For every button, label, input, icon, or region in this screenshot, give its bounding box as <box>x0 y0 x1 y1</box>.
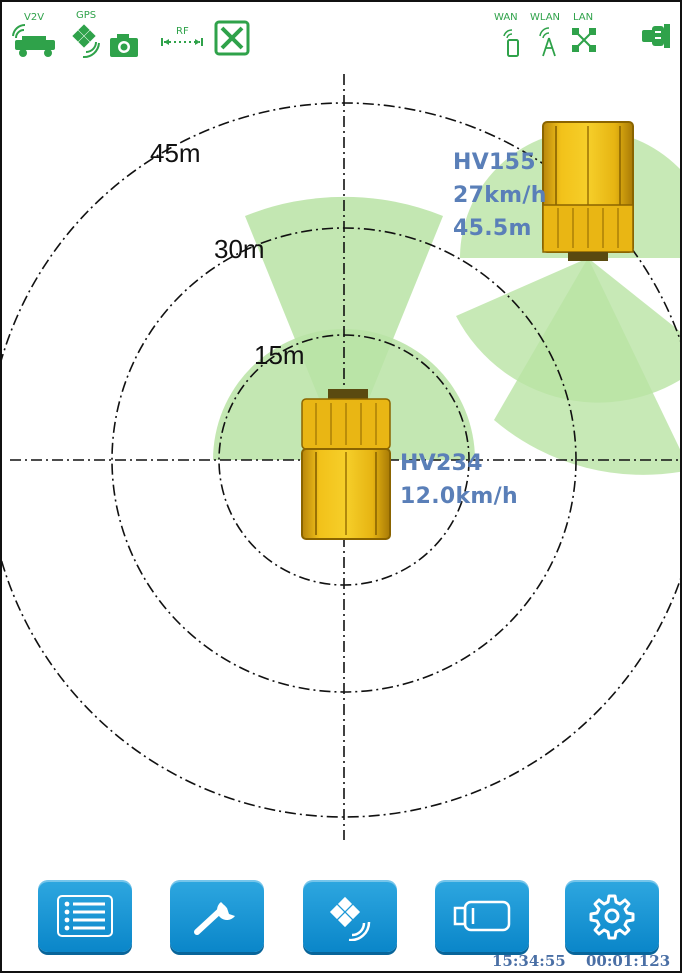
gps-label: GPS <box>76 10 97 21</box>
other-vehicle-speed: 27km/h <box>453 183 547 208</box>
rf-disabled-icon <box>214 20 250 56</box>
wrench-icon <box>194 902 235 935</box>
own-vehicle-info: HV234 12.0km/h <box>400 447 518 513</box>
connection-plug-icon <box>642 24 670 48</box>
own-vehicle-speed: 12.0km/h <box>400 484 518 509</box>
gps-satellite-icon <box>72 24 138 59</box>
other-vehicle-distance: 45.5m <box>453 216 532 241</box>
wan-phone-icon <box>503 29 519 57</box>
other-vehicle-id: HV155 <box>453 150 536 175</box>
own-vehicle-id: HV234 <box>400 451 483 476</box>
wlan-label: WLAN <box>530 12 561 23</box>
clock-time: 15:34:55 <box>492 952 566 970</box>
list-button[interactable] <box>38 880 132 952</box>
lan-network-icon <box>572 28 596 52</box>
satellite-button[interactable] <box>303 880 397 952</box>
other-vehicle-info: HV155 27km/h 45.5m <box>453 146 547 245</box>
status-bar: V2V GPS RF WAN WLAN LAN <box>0 0 682 64</box>
rf-label: RF <box>176 26 189 37</box>
v2v-label: V2V <box>24 12 45 23</box>
other-haul-truck <box>542 121 634 261</box>
range-label-30m: 30m <box>214 234 265 264</box>
wlan-antenna-icon <box>539 27 556 57</box>
range-label-45m: 45m <box>150 138 201 168</box>
satellite-icon <box>329 896 371 941</box>
camera-button[interactable] <box>435 880 529 952</box>
camera-icon <box>453 900 511 932</box>
wan-label: WAN <box>494 12 518 23</box>
tools-button[interactable] <box>170 880 264 952</box>
lan-label: LAN <box>573 12 594 23</box>
settings-button[interactable] <box>565 880 659 952</box>
v2v-vehicle-icon <box>12 24 55 57</box>
rf-range-icon <box>161 38 203 46</box>
list-icon <box>57 895 113 937</box>
gear-icon <box>589 894 635 940</box>
elapsed-timer: 00:01:123 <box>586 952 671 970</box>
range-label-15m: 15m <box>254 340 305 370</box>
own-haul-truck <box>301 389 391 540</box>
